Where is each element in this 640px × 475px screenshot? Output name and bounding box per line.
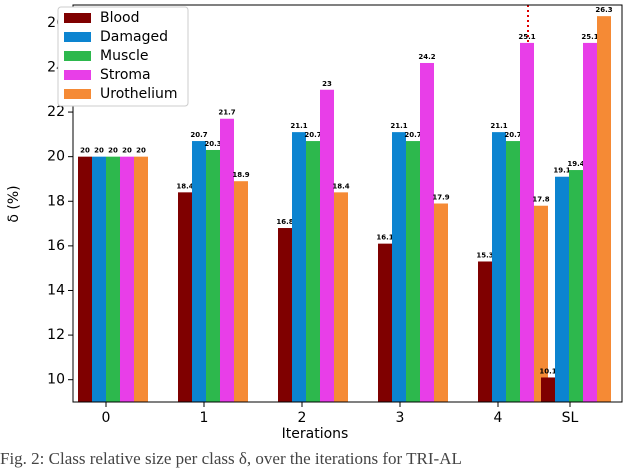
value-label: 19.1 xyxy=(553,167,570,175)
value-label: 17.8 xyxy=(532,196,549,204)
bar xyxy=(434,203,448,402)
bar xyxy=(92,156,106,402)
legend-swatch xyxy=(64,32,91,42)
value-label: 18.4 xyxy=(332,182,349,190)
legend-label: Muscle xyxy=(100,48,148,64)
bar xyxy=(106,156,120,402)
value-label: 23 xyxy=(322,80,332,88)
bar xyxy=(78,156,92,402)
legend-box xyxy=(57,6,189,107)
bar xyxy=(569,170,583,402)
y-tick-label: 16 xyxy=(47,238,65,254)
legend-label: Urothelium xyxy=(100,86,178,102)
value-label: 25.1 xyxy=(581,33,598,41)
value-label: 21.1 xyxy=(290,122,307,130)
bar xyxy=(541,377,555,402)
bar xyxy=(178,192,192,402)
value-label: 20 xyxy=(94,147,104,155)
x-tick-label: 2 xyxy=(298,410,307,426)
value-label: 18.4 xyxy=(176,182,193,190)
plot-frame xyxy=(72,4,623,403)
value-label: 10.1 xyxy=(539,367,556,375)
legend-swatch xyxy=(64,89,91,99)
value-label: 20.3 xyxy=(204,140,221,148)
bar xyxy=(555,176,569,402)
value-label: 17.9 xyxy=(432,194,449,202)
value-label: 25.1 xyxy=(518,33,535,41)
value-label: 26.3 xyxy=(595,6,612,14)
bar xyxy=(478,261,492,402)
x-tick-label: 1 xyxy=(200,410,209,426)
x-axis-label: Iterations xyxy=(282,426,349,442)
legend-label: Damaged xyxy=(100,29,168,45)
bar xyxy=(278,228,292,402)
bar xyxy=(206,149,220,402)
value-label: 19.4 xyxy=(567,160,584,168)
value-label: 20.7 xyxy=(404,131,421,139)
value-label: 21.7 xyxy=(218,109,235,117)
y-axis-label: δ (%) xyxy=(6,185,22,222)
bar xyxy=(583,42,597,402)
value-label: 21.1 xyxy=(490,122,507,130)
value-label: 20 xyxy=(108,147,118,155)
x-tick-label: 0 xyxy=(102,410,111,426)
y-tick-label: 12 xyxy=(47,327,65,343)
bar xyxy=(334,192,348,402)
bar xyxy=(378,243,392,402)
y-tick-label: 14 xyxy=(47,282,65,298)
bar xyxy=(392,132,406,402)
x-tick-label: 4 xyxy=(494,410,503,426)
value-label: 15.3 xyxy=(476,251,493,259)
caption: Fig. 2: Class relative size per class δ,… xyxy=(0,449,462,468)
bar xyxy=(492,132,506,402)
legend-swatch xyxy=(64,13,91,23)
bar xyxy=(420,62,434,402)
value-label: 20 xyxy=(136,147,146,155)
x-tick-label: 3 xyxy=(396,410,405,426)
value-label: 20.7 xyxy=(504,131,521,139)
bar xyxy=(320,89,334,402)
bar xyxy=(120,156,134,402)
y-tick-label: 20 xyxy=(47,149,65,165)
bar xyxy=(406,141,420,402)
bar xyxy=(192,141,206,402)
y-tick-label: 18 xyxy=(47,193,65,209)
x-tick-label: SL xyxy=(562,410,579,426)
value-label: 20.7 xyxy=(304,131,321,139)
value-label: 20 xyxy=(80,147,90,155)
y-tick-label: 22 xyxy=(47,104,65,120)
legend-label: Blood xyxy=(100,10,140,26)
value-label: 16.1 xyxy=(376,234,393,242)
bar xyxy=(506,141,520,402)
legend-label: Stroma xyxy=(100,67,151,83)
bar xyxy=(597,16,611,403)
bar xyxy=(306,141,320,402)
bar xyxy=(220,118,234,402)
bar xyxy=(520,42,534,402)
bar xyxy=(134,156,148,402)
value-label: 20.7 xyxy=(190,131,207,139)
y-tick-label: 10 xyxy=(47,372,65,388)
bar xyxy=(534,205,548,402)
value-label: 18.9 xyxy=(232,171,249,179)
bar xyxy=(234,181,248,402)
value-label: 21.1 xyxy=(390,122,407,130)
legend-swatch xyxy=(64,70,91,80)
legend-swatch xyxy=(64,51,91,61)
bar xyxy=(292,132,306,402)
value-label: 16.8 xyxy=(276,218,293,226)
value-label: 24.2 xyxy=(418,53,435,61)
value-label: 20 xyxy=(122,147,132,155)
